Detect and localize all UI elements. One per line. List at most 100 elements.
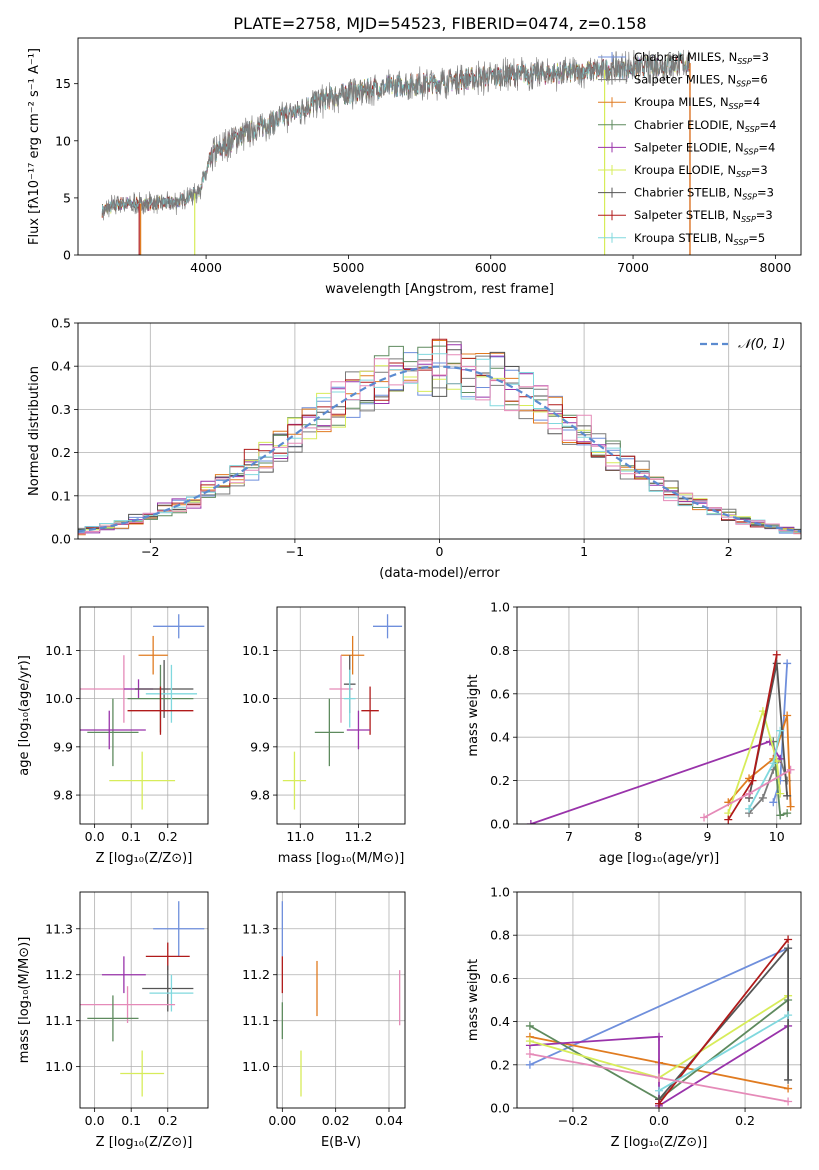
mass-weight-marker [748, 776, 757, 785]
axes: 7 8 9 10 0.0 0.2 0.4 0.6 0.8 1.0 age [log₁₀(age/yr… [466, 600, 802, 866]
legend-text: Salpeter ELODIE, N [634, 140, 744, 154]
y-tick-label: 0.4 [490, 1014, 510, 1029]
legend-label: Chabrier STELIB, NSSP=3 [634, 186, 774, 202]
y-tick-label: 0.8 [490, 643, 510, 658]
legend-count: =5 [748, 231, 765, 245]
legend-count: =4 [760, 118, 777, 132]
x-tick-label: 11.0 [286, 829, 314, 844]
y-axis-label: mass weight [466, 959, 481, 1041]
x-tick-label: 0.02 [322, 1113, 350, 1128]
mass-weight-line [658, 945, 789, 1100]
y-tick-label: 9.8 [53, 788, 73, 803]
spectrum-data-line [101, 49, 691, 221]
y-tick-label: 11.3 [242, 921, 270, 936]
y-tick-label: 0 [63, 248, 71, 263]
legend-subscript: SSP [734, 238, 749, 247]
panel-age_vs_mass: 11.0 11.2 9.8 9.9 10.0 10.1 mass [log₁₀(M/M⊙)] [242, 606, 406, 866]
x-tick-label: −1 [286, 544, 304, 559]
y-tick-label: 9.8 [250, 788, 270, 803]
x-tick-label: 0.04 [375, 1113, 403, 1128]
legend-text: Chabrier STELIB, N [634, 186, 742, 200]
legend-text: Salpeter MILES, N [634, 73, 736, 87]
y-tick-label: 10.0 [242, 691, 270, 706]
legend-count: =3 [752, 50, 769, 64]
plot-area [101, 49, 691, 255]
axes-frame [516, 891, 802, 1109]
grid [80, 892, 208, 1108]
x-tick-label: 8 [634, 829, 642, 844]
histogram-series [78, 338, 801, 535]
mass-weight-marker [525, 1050, 534, 1058]
grid [277, 892, 405, 1108]
y-axis-label: Normed distribution [27, 366, 42, 496]
y-tick-label: 10 [55, 133, 71, 148]
plot-area [78, 322, 801, 540]
panel-mass_vs_Z: 0.0 0.1 0.2 11.0 11.1 11.2 11.3 Z [log₁₀(Z/Z⊙)]… [17, 891, 209, 1150]
x-tick-label: 0.1 [121, 829, 141, 844]
mass-weight-marker [772, 659, 781, 668]
legend-label: Chabrier ELODIE, NSSP=4 [634, 118, 776, 134]
y-tick-label: 11.2 [45, 967, 73, 982]
x-tick-label: 5000 [333, 260, 365, 275]
legend-text: Kroupa STELIB, N [634, 231, 734, 245]
x-tick-label: 0.2 [735, 1113, 755, 1128]
x-tick-label: 0.2 [158, 1113, 178, 1128]
plot-marks [525, 935, 793, 1108]
plot-area [517, 891, 801, 1109]
y-tick-label: 10.1 [45, 643, 73, 658]
y-tick-label: 0.6 [490, 686, 510, 701]
y-tick-label: 0.0 [51, 532, 71, 547]
y-tick-label: 0.2 [51, 445, 71, 460]
mass-weight-marker [784, 1084, 793, 1093]
plot-marks [80, 614, 205, 810]
mass-weight-marker [776, 811, 785, 820]
axes-frame [77, 37, 802, 256]
y-tick-label: 0.4 [490, 730, 510, 745]
plot-area [80, 607, 208, 824]
y-tick-label: 0.5 [51, 316, 71, 331]
legend-count: =3 [751, 163, 768, 177]
histogram-series [78, 344, 801, 534]
axes: −2 −1 0 1 2 0.0 0.1 0.2 0.3 0.4 0.5 (data-model)/er… [27, 316, 802, 581]
mass-weight-marker [655, 1086, 663, 1095]
x-tick-label: 11.2 [345, 829, 373, 844]
normal-curve [78, 365, 801, 533]
y-tick-label: 0.1 [51, 488, 71, 503]
legend-subscript: SSP [737, 57, 752, 66]
x-tick-label: 0.0 [649, 1113, 669, 1128]
legend-label: Chabrier MILES, NSSP=3 [634, 50, 769, 66]
x-tick-label: 0.2 [158, 829, 178, 844]
x-tick-label: 2 [725, 544, 733, 559]
x-tick-label: 0 [436, 544, 444, 559]
plot-area [517, 606, 801, 825]
grid [80, 607, 208, 824]
histogram-series [78, 354, 801, 535]
panel-residuals: −2 −1 0 1 2 0.0 0.1 0.2 0.3 0.4 0.5 (data-model)/er… [27, 316, 802, 581]
mass-weight-marker [786, 802, 795, 811]
plot-marks [80, 901, 205, 1097]
legend-text: Kroupa MILES, N [634, 95, 729, 109]
plot-area [277, 892, 405, 1108]
y-tick-label: 0.4 [51, 359, 71, 374]
y-tick-label: 0.2 [490, 1057, 510, 1072]
x-axis-label: Z [log₁₀(Z/Z⊙)] [611, 1135, 708, 1150]
mass-weight-marker [724, 815, 733, 824]
legend-count: =3 [756, 208, 773, 222]
y-tick-label: 0.6 [490, 971, 510, 986]
legend-label: Salpeter MILES, NSSP=6 [634, 73, 768, 89]
x-axis-label: wavelength [Angstrom, rest frame] [325, 282, 554, 297]
legend-subscript: SSP [744, 147, 759, 156]
y-tick-label: 1.0 [490, 600, 510, 615]
x-axis-label: Z [log₁₀(Z/Z⊙)] [96, 851, 193, 866]
legend-subscript: SSP [745, 125, 760, 134]
mass-weight-marker [655, 1032, 663, 1041]
axes: 0.0 0.1 0.2 9.8 9.9 10.0 10.1 Z [log₁₀(Z/Z⊙)] ag… [17, 606, 209, 866]
x-tick-label: 1 [580, 544, 588, 559]
y-tick-label: 15 [55, 76, 71, 91]
y-tick-label: 0.8 [490, 928, 510, 943]
x-tick-label: −0.2 [558, 1113, 588, 1128]
mass-weight-marker [783, 711, 792, 720]
legend-label: Kroupa ELODIE, NSSP=3 [634, 163, 768, 179]
mass-weight-marker [784, 1097, 793, 1106]
legend-label: Salpeter ELODIE, NSSP=4 [634, 140, 775, 156]
